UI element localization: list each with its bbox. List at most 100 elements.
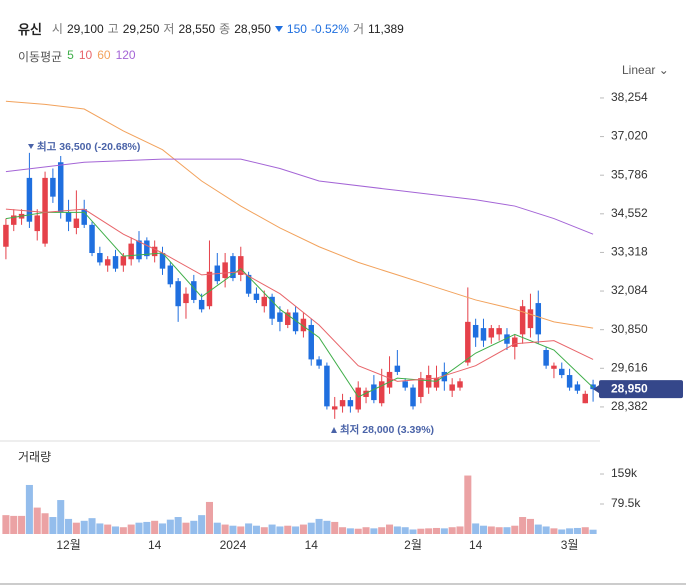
candle-body (159, 253, 166, 269)
scale-mode: Linear (622, 63, 656, 77)
x-tick-label: 2024 (220, 538, 247, 552)
volume-bar (276, 526, 284, 534)
volume-bar (566, 528, 574, 534)
candle-body (151, 246, 158, 257)
volume-bar (245, 523, 253, 534)
volume-bar (487, 526, 495, 534)
candle-body (261, 296, 268, 307)
volume-bar (119, 527, 127, 534)
volume-bar (495, 527, 503, 534)
volume-bar (464, 475, 472, 534)
x-tick-label: 3월 (561, 538, 579, 552)
volume-bar (111, 526, 120, 534)
y-tick-label: 33,318 (611, 245, 648, 259)
volume-bar (127, 524, 135, 534)
volume-bar (448, 527, 456, 534)
candle-body (590, 384, 596, 390)
volume-bar (511, 525, 519, 534)
volume-bar (143, 521, 151, 534)
scale-toggle[interactable]: Linear ⌄ (622, 63, 669, 77)
volume-bar (589, 529, 597, 534)
candle-body (222, 262, 228, 279)
candle-body (206, 271, 213, 307)
legend-entry[interactable]: 10 (78, 48, 93, 62)
candle-body (324, 365, 330, 407)
volume-bar (550, 528, 558, 534)
label: 거 (352, 22, 365, 36)
legend-entry[interactable]: 60 (97, 48, 111, 62)
stock-name: 유신 (18, 22, 42, 37)
volume-bar (378, 527, 386, 534)
candle-body (50, 177, 56, 197)
volume-bar (425, 528, 433, 534)
volume-bar (526, 518, 534, 534)
value: 28,950 (234, 21, 271, 36)
change-pct: -0.52% (310, 21, 349, 36)
value: 28,550 (178, 21, 216, 36)
volume-bar (417, 528, 425, 534)
volume-bar (339, 527, 347, 534)
candle-body (34, 215, 40, 232)
y-tick-label: 35,786 (611, 167, 648, 181)
volume-bar (252, 525, 260, 534)
legend-entry[interactable]: 120 (115, 48, 136, 62)
volume-title: 거래량 (18, 450, 51, 464)
candle-body (316, 359, 322, 366)
candle-body (519, 306, 526, 335)
candle-body (191, 281, 197, 300)
x-tick-label: 14 (148, 538, 162, 552)
candle-body (104, 259, 111, 266)
candle-body (472, 324, 479, 338)
candle-body (11, 215, 17, 225)
ma-line (5, 100, 594, 329)
volume-bar (393, 526, 401, 534)
candle-body (175, 281, 181, 307)
volume-tick-label: 159k (611, 466, 638, 480)
volume-bar (292, 526, 300, 534)
candle-body (167, 265, 174, 285)
volume-bar (205, 501, 213, 534)
volume-bar (440, 528, 448, 534)
volume-bar (456, 526, 464, 534)
volume-bar (57, 500, 65, 534)
ma-line (5, 158, 594, 235)
value: 29,250 (122, 21, 160, 36)
candle-body (57, 162, 64, 213)
volume-bar (182, 522, 190, 534)
label: 고 (107, 22, 119, 36)
candle-body (89, 224, 95, 253)
candle-body (355, 387, 361, 410)
volume-bar (2, 515, 10, 534)
candle-body (26, 177, 33, 222)
legend-entry[interactable]: 5 (67, 48, 74, 62)
candle-body (457, 381, 463, 388)
candle-body (402, 381, 408, 388)
label: 종 (219, 22, 231, 36)
volume-bar (307, 522, 315, 534)
ma-line (5, 208, 594, 382)
volume-bar (104, 524, 112, 534)
volume-bar (354, 528, 362, 534)
volume-bar (346, 528, 354, 534)
volume-bar (432, 527, 441, 534)
candle-body (480, 328, 487, 341)
volume-tick-label: 79.5k (611, 496, 641, 510)
price-tag (599, 380, 683, 399)
candle-body (120, 256, 127, 266)
volume-bar (401, 527, 409, 534)
volume-bar (260, 527, 268, 534)
value: 11,389 (368, 21, 404, 36)
candle-body (136, 240, 142, 260)
volume-bar (213, 522, 221, 534)
volume-bar (80, 520, 88, 534)
volume-bar (237, 526, 245, 534)
candle-body (230, 256, 236, 279)
volume-bar (166, 519, 174, 534)
volume-bar (72, 522, 80, 534)
volume-bar (386, 524, 394, 534)
candle-body (566, 375, 573, 388)
volume-bar (581, 527, 589, 534)
candle-body (128, 243, 134, 260)
candle-body (65, 212, 72, 222)
volume-bar (362, 527, 370, 534)
